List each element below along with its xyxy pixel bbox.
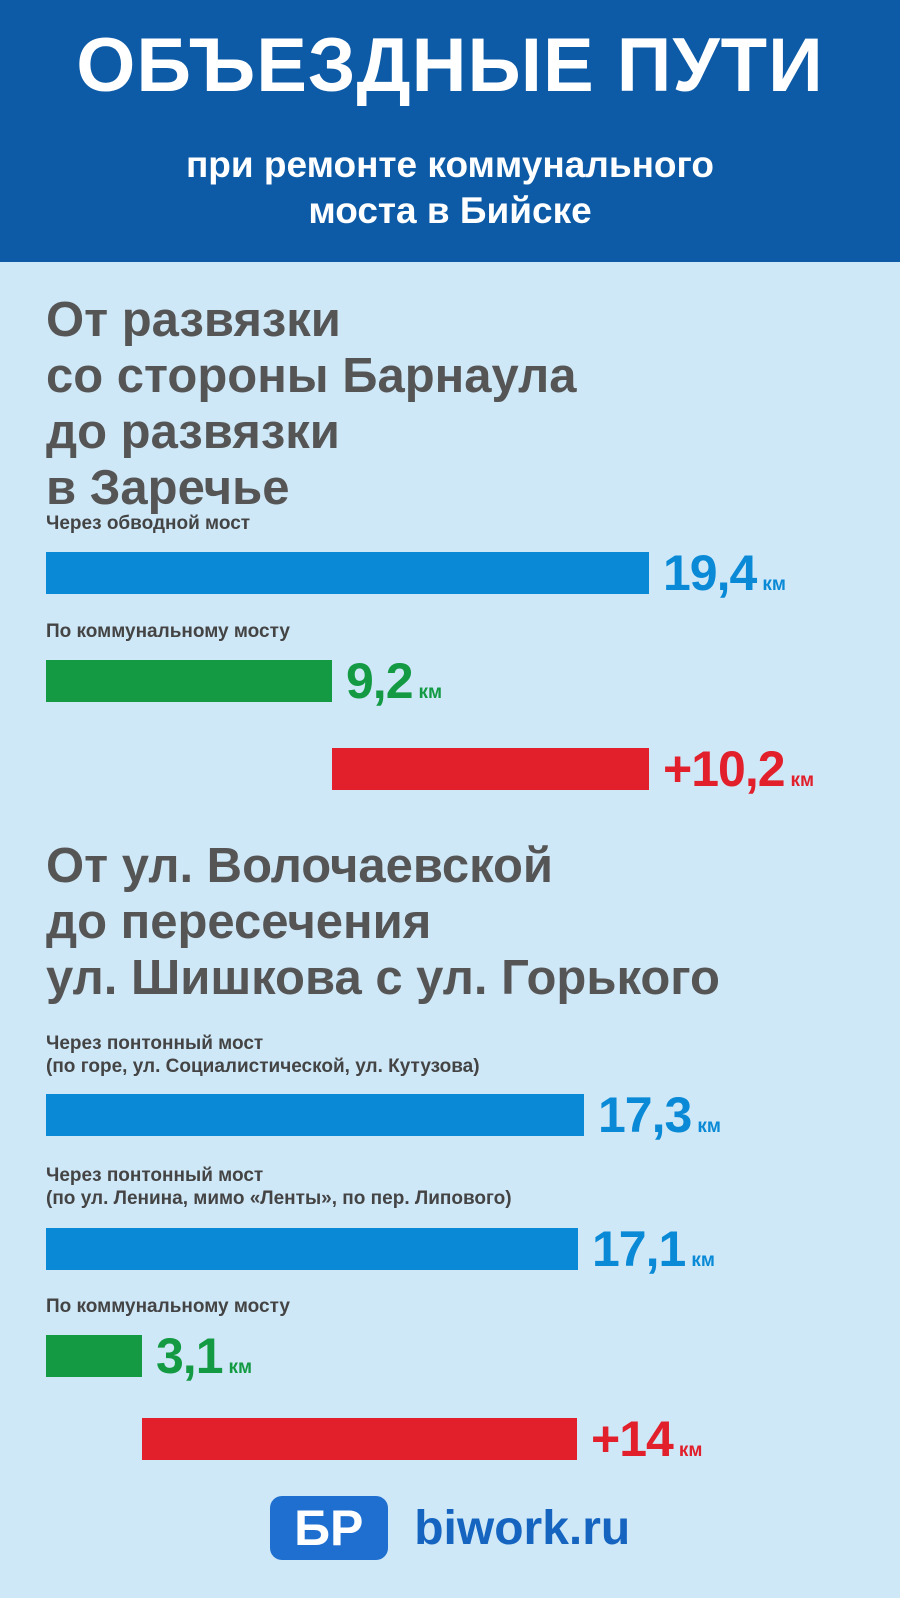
- bar-pontoon-lenina: [46, 1228, 578, 1270]
- value-pontoon-lenina: 17,1 км: [592, 1224, 715, 1274]
- section-1-title-line: до развязки: [46, 405, 340, 459]
- route-label-line: Через понтонный мост: [46, 1165, 264, 1186]
- route-label-communal-bridge: По коммунальному мосту: [46, 621, 290, 642]
- value-difference: +10,2 км: [663, 744, 814, 794]
- subtitle-line-1: при ремонте коммунального: [185, 144, 715, 185]
- route-label-pontoon-lenina: Через понтонный мост (по ул. Ленина, мим…: [46, 1164, 866, 1210]
- section-2-title-line: до пересечения: [46, 895, 432, 949]
- site-link[interactable]: biwork.ru: [414, 1501, 631, 1555]
- page-subtitle: при ремонте коммунального моста в Бийске: [0, 142, 900, 234]
- value-number: +14: [591, 1411, 674, 1467]
- value-unit: км: [678, 1440, 703, 1461]
- value-number: 17,3: [598, 1087, 692, 1143]
- route-label-bypass-bridge: Через обводной мост: [46, 513, 251, 534]
- section-1-title-line: От развязки: [46, 293, 341, 347]
- route-label-line: (по горе, ул. Социалистической, ул. Куту…: [46, 1056, 480, 1077]
- value-communal-bridge: 9,2 км: [346, 656, 442, 706]
- value-number: 17,1: [592, 1221, 686, 1277]
- value-number: 19,4: [663, 545, 757, 601]
- page-title: ОБЪЕЗДНЫЕ ПУТИ: [76, 23, 824, 108]
- value-number: 9,2: [346, 653, 414, 709]
- route-label-communal-bridge-2: По коммунальному мосту: [46, 1296, 290, 1317]
- bar-difference: [332, 748, 649, 790]
- route-label-pontoon-hill: Через понтонный мост (по горе, ул. Социа…: [46, 1032, 866, 1078]
- bar-bypass-bridge: [46, 552, 649, 594]
- value-communal-bridge-2: 3,1 км: [156, 1331, 252, 1381]
- section-2-title-line: ул. Шишкова с ул. Горького: [46, 951, 720, 1005]
- value-number: +10,2: [663, 741, 786, 797]
- footer: БР biwork.ru: [0, 1496, 900, 1566]
- bar-pontoon-hill: [46, 1094, 584, 1136]
- route-label-line: Через понтонный мост: [46, 1033, 264, 1054]
- bar-communal-bridge-2: [46, 1335, 142, 1377]
- section-1-title-line: в Заречье: [46, 461, 290, 515]
- value-unit: км: [418, 682, 443, 703]
- value-number: 3,1: [156, 1328, 224, 1384]
- section-1-title: От развязки со стороны Барнаула до развя…: [46, 292, 866, 516]
- value-unit: км: [697, 1116, 721, 1137]
- value-pontoon-hill: 17,3 км: [598, 1090, 721, 1140]
- value-unit: км: [790, 770, 815, 791]
- bar-difference-2: [142, 1418, 577, 1460]
- subtitle-line-2: моста в Бийске: [308, 190, 592, 231]
- bar-communal-bridge: [46, 660, 332, 702]
- section-2-title: От ул. Волочаевской до пересечения ул. Ш…: [46, 838, 866, 1006]
- section-2-title-line: От ул. Волочаевской: [46, 839, 554, 893]
- value-difference-2: +14 км: [591, 1414, 702, 1464]
- value-unit: км: [691, 1250, 715, 1271]
- route-label-line: (по ул. Ленина, мимо «Ленты», по пер. Ли…: [46, 1188, 512, 1209]
- header-banner: ОБЪЕЗДНЫЕ ПУТИ при ремонте коммунального…: [0, 0, 900, 262]
- value-unit: км: [228, 1357, 253, 1378]
- value-unit: км: [762, 574, 786, 595]
- value-bypass-bridge: 19,4 км: [663, 548, 786, 598]
- logo: БР: [269, 1496, 388, 1560]
- section-1-title-line: со стороны Барнаула: [46, 349, 577, 403]
